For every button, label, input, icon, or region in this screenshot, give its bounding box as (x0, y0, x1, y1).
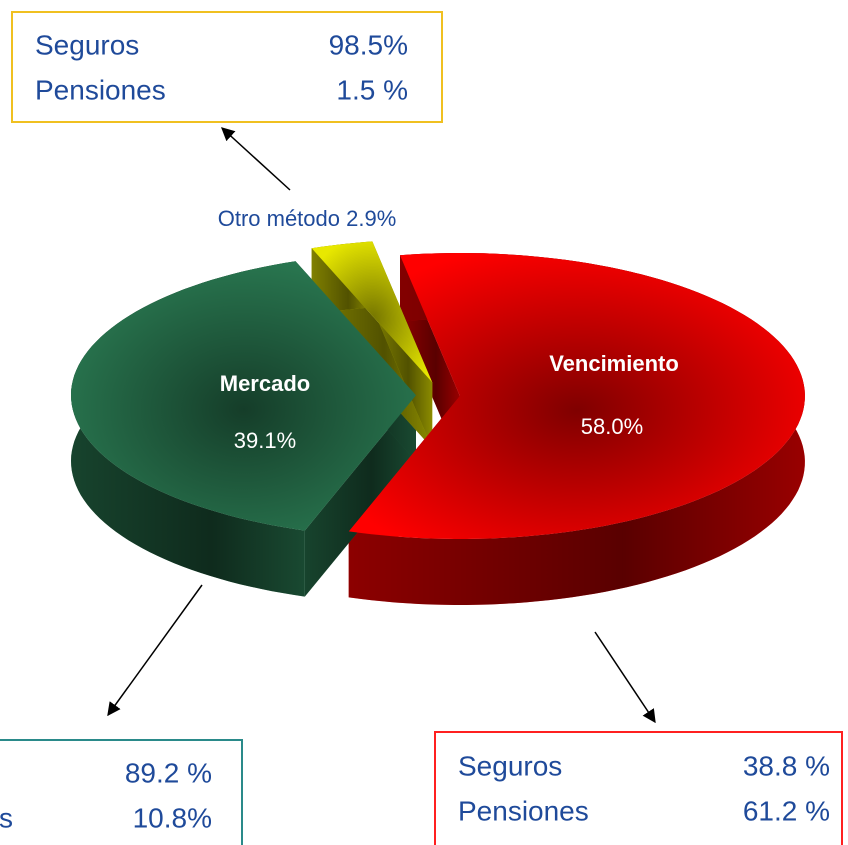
callouts: Seguros 38.8 % Pensiones 61.2 % 89.2 % s 10.8%… (0, 11, 843, 845)
slice-value: 2.9% (346, 206, 396, 231)
arrow (107, 584, 203, 717)
callout-box (434, 731, 843, 845)
callout-value: 1.5 % (336, 74, 408, 105)
slice-label: Mercado (220, 371, 310, 396)
slice-label-name: Otro método (218, 206, 340, 231)
slice-shade (311, 241, 433, 383)
callout-label: Seguros (35, 29, 139, 60)
callout-label: s (0, 802, 13, 833)
slice-value: 58.0% (581, 414, 643, 439)
callout-value: 98.5% (329, 29, 408, 60)
slice-shade (348, 253, 805, 539)
callout-label: Pensiones (35, 74, 166, 105)
arrow (594, 631, 656, 724)
slice-label: Otro método 2.9% (218, 206, 397, 231)
slice-side-shade (304, 395, 416, 597)
slice-shade (71, 261, 416, 531)
slice-label: Vencimiento (549, 351, 679, 376)
slice-value: 39.1% (234, 428, 296, 453)
callout-label: Pensiones (458, 795, 589, 826)
callout-value: 89.2 % (125, 757, 212, 788)
callout-box (0, 739, 243, 845)
pie: Vencimiento 58.0% Mercado 39.1% Otro método … (71, 206, 805, 605)
callout-value: 61.2 % (743, 795, 830, 826)
callout-label: Seguros (458, 750, 562, 781)
callout-box (11, 11, 443, 123)
arrow (221, 127, 291, 191)
callout-value: 10.8% (133, 802, 212, 833)
callout-value: 38.8 % (743, 750, 830, 781)
